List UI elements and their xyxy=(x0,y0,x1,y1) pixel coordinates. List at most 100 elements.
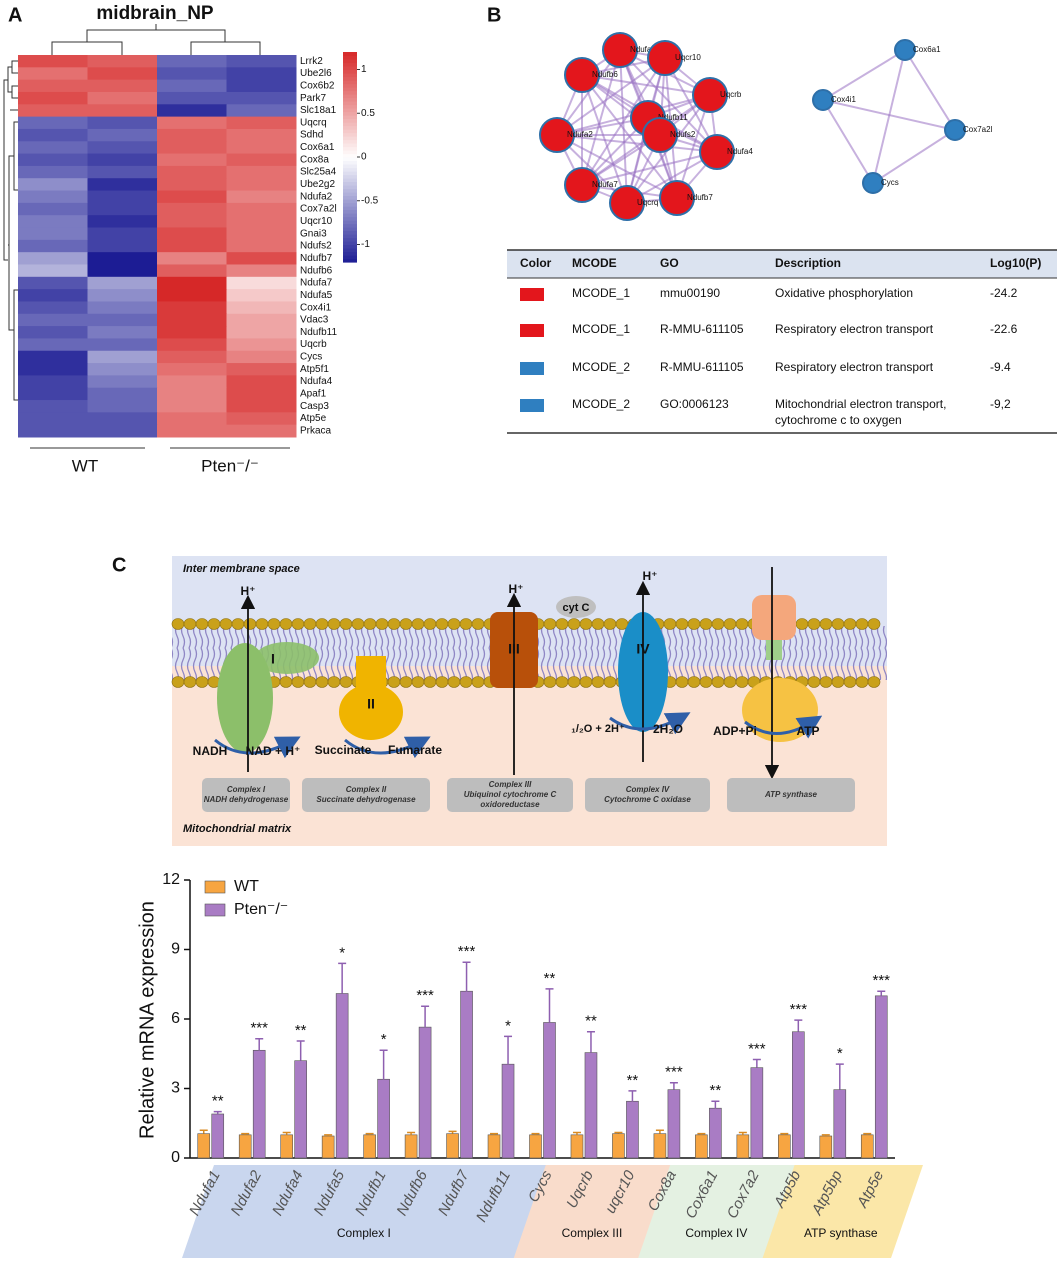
network-node xyxy=(539,117,575,153)
network-node xyxy=(642,117,678,153)
heatmap-cell xyxy=(18,227,88,241)
colorbar-segment xyxy=(343,101,357,106)
group-band xyxy=(762,1165,923,1258)
bar xyxy=(653,1133,667,1159)
colorbar-segment xyxy=(343,195,357,200)
y-tick-label: 0 xyxy=(171,1149,180,1166)
network-node xyxy=(812,89,834,111)
lipid-head xyxy=(207,618,221,630)
heatmap-cell xyxy=(87,276,158,290)
group-label: Complex IV xyxy=(685,1226,747,1240)
error-bar xyxy=(711,1100,720,1109)
heatmap-cell xyxy=(87,313,158,327)
error-bar xyxy=(407,1131,416,1135)
network-edge xyxy=(581,74,628,204)
error-bar xyxy=(697,1132,706,1135)
region-label: Inter membrane space xyxy=(183,563,300,575)
network-edge xyxy=(556,134,678,199)
substrate: ATP xyxy=(796,724,819,738)
cyt-c-label: cyt C xyxy=(563,602,590,614)
colorbar-segment xyxy=(343,209,357,214)
gene-label: Cycs xyxy=(300,352,322,363)
heatmap-cell xyxy=(157,215,227,229)
heatmap-cell xyxy=(87,55,158,68)
heatmap-cell xyxy=(226,178,297,192)
color-swatch xyxy=(520,288,544,301)
significance: *** xyxy=(665,1064,683,1081)
heatmap-cell xyxy=(87,252,158,265)
complex-box-label: NADH dehydrogenase xyxy=(204,795,289,804)
heatmap-cell xyxy=(87,387,158,401)
lipid-head xyxy=(363,618,377,630)
lipid-head xyxy=(351,618,365,630)
heatmap-cell xyxy=(226,313,297,327)
heatmap-cell xyxy=(87,104,158,118)
node-label: Ndufs2 xyxy=(670,130,696,139)
gene-label: Atp5f1 xyxy=(300,364,329,375)
legend-swatch xyxy=(204,903,226,917)
lipid-head xyxy=(555,618,569,630)
network-edge xyxy=(822,99,874,184)
gene-label: Lrrk2 xyxy=(300,56,323,67)
heatmap-cell xyxy=(18,412,88,426)
gene-label: Ndufa4 xyxy=(300,376,333,387)
node-label: Cox6a1 xyxy=(913,45,941,54)
significance: ** xyxy=(710,1082,722,1099)
heatmap-cell xyxy=(157,252,227,265)
colorbar-segment xyxy=(343,139,357,144)
colorbar-segment xyxy=(343,104,357,109)
complex-box-label: Cytochrome C oxidase xyxy=(604,795,691,804)
error-bar xyxy=(213,1110,222,1114)
significance: ** xyxy=(627,1072,639,1089)
node-label: Cox7a2l xyxy=(963,125,993,134)
network-edge xyxy=(556,134,718,153)
lipid-head xyxy=(867,676,881,688)
lipid-head xyxy=(255,618,269,630)
heatmap-cell xyxy=(87,338,158,352)
table-cell: -9.4 xyxy=(990,360,1011,374)
error-bar xyxy=(255,1037,264,1051)
heatmap-cell xyxy=(157,239,227,253)
heatmap-cell xyxy=(157,116,227,130)
lipid-head xyxy=(303,676,317,688)
table-cell: MCODE_2 xyxy=(572,360,630,374)
colorbar-segment xyxy=(343,227,357,232)
heatmap-cell xyxy=(87,289,158,302)
bar xyxy=(570,1134,584,1159)
colorbar-segment xyxy=(343,125,357,130)
table-header: MCODE xyxy=(572,256,617,270)
node-label: Ndufa4 xyxy=(727,147,753,156)
gene-label: Casp3 xyxy=(300,401,329,412)
color-swatch xyxy=(520,324,544,337)
proton: H⁺ xyxy=(241,584,256,598)
heatmap-cell xyxy=(226,424,297,438)
heatmap-cell xyxy=(226,227,297,241)
error-bar xyxy=(628,1090,637,1102)
heatmap-cell xyxy=(226,55,297,68)
heatmap-cell xyxy=(18,153,88,167)
heatmap-cell xyxy=(157,67,227,81)
lipid-head xyxy=(699,618,713,630)
bar xyxy=(792,1031,805,1159)
colorbar-segment xyxy=(343,153,357,158)
colorbar-segment xyxy=(343,132,357,137)
colorbar-segment xyxy=(343,237,357,242)
error-bar xyxy=(504,1035,513,1065)
heatmap-cell xyxy=(157,178,227,192)
significance: *** xyxy=(250,1020,268,1037)
error-bar xyxy=(379,1049,388,1080)
lipid-head xyxy=(675,618,689,630)
network-node xyxy=(862,172,884,194)
node-label: Uqcrq xyxy=(637,198,658,207)
lipid-head xyxy=(819,618,833,630)
lipid-head xyxy=(387,618,401,630)
gene-label: Ube2g2 xyxy=(300,179,335,190)
table-cell: GO:0006123 xyxy=(660,397,729,411)
lipid-head xyxy=(327,676,341,688)
table-cell: -24.2 xyxy=(990,286,1018,300)
gene-label: Ndufa5 xyxy=(300,290,333,301)
lipid-head xyxy=(795,618,809,630)
colorbar-segment xyxy=(343,115,357,120)
heatmap-cell xyxy=(226,289,297,302)
